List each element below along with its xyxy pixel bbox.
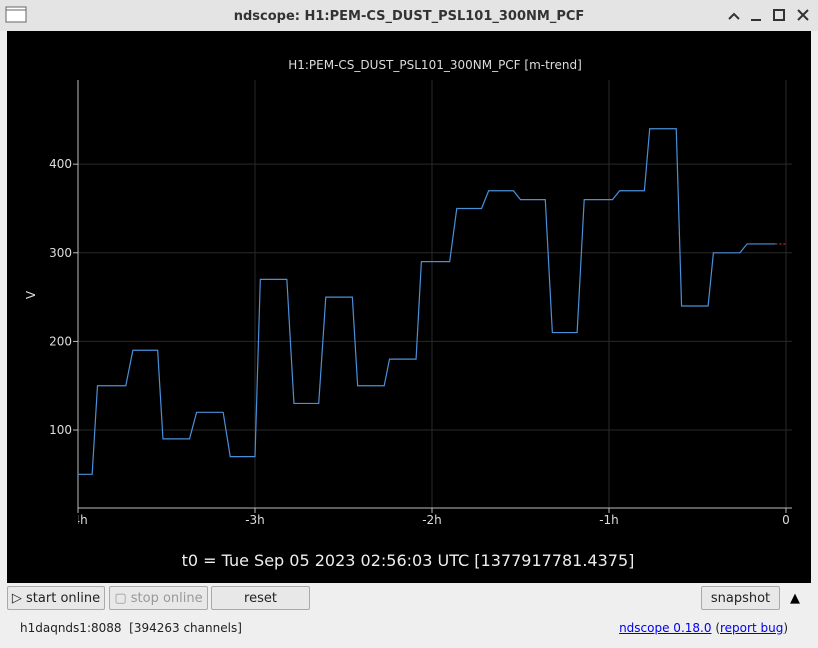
restore-btn[interactable] bbox=[773, 9, 785, 21]
y-tick-label: 300 bbox=[49, 246, 72, 260]
status-host: h1daqnds1:8088 [394263 channels] bbox=[20, 621, 242, 635]
plot: H1:PEM-CS_DUST_PSL101_300NM_PCF [m-trend… bbox=[7, 31, 811, 583]
series-line bbox=[78, 128, 776, 475]
title-bar: ndscope: H1:PEM-CS_DUST_PSL101_300NM_PCF bbox=[0, 0, 818, 31]
y-tick-label: 200 bbox=[49, 334, 72, 348]
expand-btn[interactable]: ▲ bbox=[790, 591, 800, 606]
y-axis-label: V bbox=[24, 290, 38, 299]
start-online-btn[interactable]: ▷ start online bbox=[7, 586, 105, 610]
report-link[interactable]: report bug bbox=[720, 621, 784, 635]
btn-label: reset bbox=[244, 590, 277, 606]
x-tick-label: 0 bbox=[782, 513, 790, 527]
close-btn[interactable] bbox=[797, 9, 809, 21]
title-icons: ndscope: H1:PEM-CS_DUST_PSL101_300NM_PCF bbox=[5, 6, 809, 24]
x-tick-label: -2h bbox=[422, 513, 442, 527]
paren: ( bbox=[715, 621, 720, 635]
y-tick-label: 400 bbox=[49, 157, 72, 171]
y-tick-label: 100 bbox=[49, 423, 72, 437]
paren: ) bbox=[783, 621, 788, 635]
maximize-btn[interactable] bbox=[728, 12, 740, 20]
chart-title: H1:PEM-CS_DUST_PSL101_300NM_PCF [m-trend… bbox=[288, 58, 582, 72]
status-links: ndscope 0.18.0 (report bug) bbox=[619, 621, 788, 635]
version-link[interactable]: ndscope 0.18.0 bbox=[619, 621, 712, 635]
x-tick-label: -4h bbox=[68, 513, 88, 527]
x-tick-label: -1h bbox=[599, 513, 619, 527]
btn-label: stop online bbox=[130, 590, 203, 606]
btn-label: start online bbox=[26, 590, 101, 606]
x-tick-label: -3h bbox=[245, 513, 265, 527]
btn-label: snapshot bbox=[710, 590, 771, 606]
stop-online-btn[interactable]: ▢ stop online bbox=[109, 586, 208, 610]
snapshot-btn[interactable]: snapshot bbox=[701, 586, 780, 610]
window-title: ndscope: H1:PEM-CS_DUST_PSL101_300NM_PCF bbox=[234, 9, 585, 24]
reset-btn[interactable]: reset bbox=[211, 586, 310, 610]
t0-label: t0 = Tue Sep 05 2023 02:56:03 UTC [13779… bbox=[182, 551, 635, 570]
